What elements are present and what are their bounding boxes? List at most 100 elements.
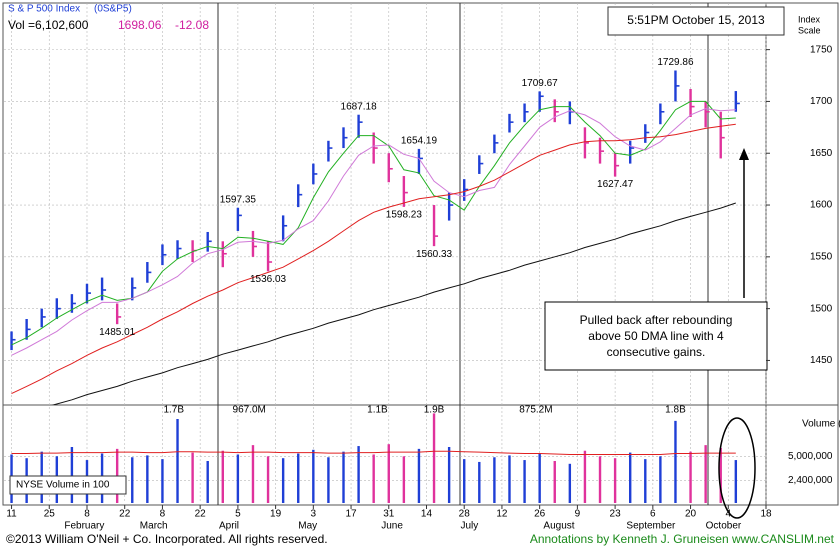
volume-bar	[387, 444, 390, 503]
volume-legend-box	[9, 475, 127, 495]
timestamp-box	[607, 6, 785, 36]
x-tick-label: 8	[160, 509, 166, 520]
volume-highlight	[718, 417, 756, 519]
volume-bar	[297, 453, 300, 503]
volume-bar	[372, 454, 375, 503]
y-tick-label: 1750	[810, 44, 833, 55]
volume-bar	[236, 454, 240, 503]
y-tick-label: 1600	[810, 200, 833, 211]
price-annotation: 1709.67	[522, 78, 559, 89]
x-tick-label: 3	[311, 509, 317, 520]
x-tick-label: 22	[119, 509, 131, 520]
volume-bar	[447, 447, 451, 503]
volume-bar	[342, 451, 345, 503]
volume-bar	[266, 456, 270, 503]
volume-bar	[674, 420, 677, 503]
volume-annotation: 1.9B	[424, 405, 445, 416]
volume-bar	[357, 446, 360, 503]
callout-arrowhead	[739, 148, 749, 160]
marks	[10, 70, 740, 503]
change: -12.08	[175, 18, 209, 32]
volume-bar	[312, 449, 315, 503]
last-price: 1698.06	[118, 18, 162, 32]
month-label: February	[64, 521, 104, 532]
symbol: (0S&P5)	[94, 4, 132, 15]
price-annotation: 1560.33	[416, 249, 453, 260]
volume-bar	[734, 460, 738, 503]
volume-bar	[613, 458, 617, 503]
x-tick-label: 12	[496, 509, 508, 520]
price-annotation: 1485.01	[99, 327, 136, 338]
y-tick-label: 1650	[810, 148, 833, 159]
volume-bar	[206, 461, 209, 503]
volume-annotation: 1.8B	[665, 405, 686, 416]
volume-bar	[568, 463, 572, 503]
volume-bar	[523, 460, 526, 503]
price-annotation: 1598.23	[386, 210, 423, 221]
volume-bar	[161, 459, 164, 503]
volume-annotation: 967.0M	[233, 405, 266, 416]
moving-average	[11, 123, 736, 395]
callout-box	[544, 301, 768, 371]
volume-bar	[478, 461, 481, 503]
volume-bar	[402, 456, 406, 503]
volume-bar	[191, 452, 194, 503]
price-bars	[10, 70, 740, 405]
volume-bar	[644, 459, 647, 503]
y-tick-label: 1500	[810, 303, 833, 314]
x-tick-label: 19	[270, 509, 282, 520]
volume-annotation: 875.2M	[519, 405, 552, 416]
x-tick-label: 25	[44, 509, 56, 520]
x-tick-label: 9	[575, 509, 581, 520]
month-label: September	[626, 521, 676, 532]
grid	[4, 3, 767, 503]
volume-bar	[176, 419, 179, 503]
moving-average	[11, 108, 736, 356]
x-tick-label: 17	[345, 509, 357, 520]
price-annotation: 1536.03	[250, 274, 287, 285]
volume-bar	[417, 448, 421, 503]
volume-bar	[70, 447, 74, 503]
volume-bar	[538, 453, 541, 503]
volume-bar	[628, 452, 632, 503]
x-tick-label: 8	[84, 509, 90, 520]
volume-bar	[583, 450, 587, 503]
chart-title: S & P 500 Index	[8, 4, 80, 15]
footer-right: Annotations by Kenneth J. Gruneisen www.…	[530, 532, 835, 546]
month-label: March	[140, 521, 168, 532]
x-tick-label: 20	[685, 509, 697, 520]
x-tick-label: 23	[610, 509, 622, 520]
y-axis-label: Index	[798, 14, 821, 24]
month-label: August	[543, 521, 574, 532]
volume-bar	[131, 457, 134, 503]
y-axis-label: Scale	[798, 25, 821, 35]
x-tick-label: 14	[421, 509, 433, 520]
volume-average	[11, 450, 736, 455]
volume-bar	[704, 445, 707, 503]
month-label: June	[381, 521, 403, 532]
volume-tick-label: 5,000,000	[788, 451, 833, 462]
price-annotation: 1687.18	[341, 101, 378, 112]
plot-frame	[2, 2, 767, 506]
y-tick-label: 1700	[810, 96, 833, 107]
x-tick-label: 28	[459, 509, 471, 520]
price-annotation: 1729.86	[657, 57, 694, 68]
volume-annotation: 1.7B	[163, 405, 184, 416]
footer-left: ©2013 William O'Neil + Co. Incorporated.…	[6, 532, 328, 546]
volume-bar	[146, 455, 149, 503]
callout-text: above 50 DMA line with 4	[588, 329, 724, 343]
x-tick-label: 5	[235, 509, 241, 520]
x-tick-label: 18	[760, 509, 772, 520]
x-tick-label: 6	[650, 509, 656, 520]
x-tick-label: 4	[725, 509, 731, 520]
month-label: April	[219, 521, 239, 532]
price-annotation: 1597.35	[220, 194, 257, 205]
volume-bar	[251, 445, 255, 503]
axis-frame	[765, 2, 839, 506]
volume-bar	[553, 461, 556, 503]
volume-text: Vol =6,102,600	[8, 18, 89, 32]
volume-bar	[432, 413, 436, 503]
volume-annotation: 1.1B	[367, 405, 388, 416]
timestamp: 5:51PM October 15, 2013	[627, 13, 765, 27]
